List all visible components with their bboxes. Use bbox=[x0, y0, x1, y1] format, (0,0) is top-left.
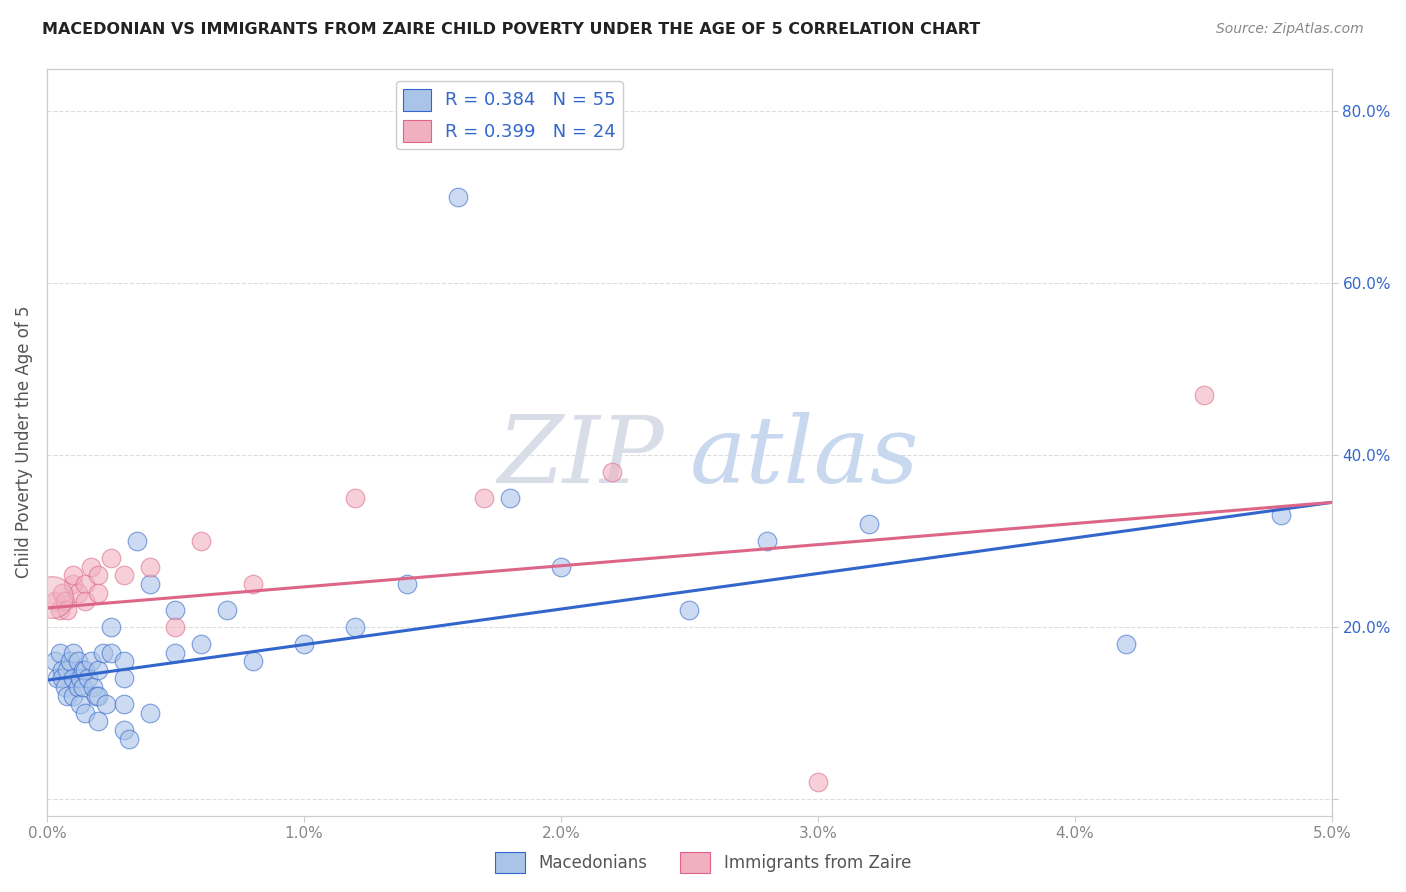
Point bbox=[87, 689, 110, 703]
Point bbox=[53, 680, 76, 694]
Point bbox=[75, 706, 97, 720]
Point bbox=[190, 534, 212, 549]
Point bbox=[56, 689, 79, 703]
Point bbox=[755, 534, 778, 549]
Point bbox=[62, 646, 84, 660]
Point bbox=[72, 680, 94, 694]
Point bbox=[858, 516, 880, 531]
Point bbox=[48, 603, 70, 617]
Text: Source: ZipAtlas.com: Source: ZipAtlas.com bbox=[1216, 22, 1364, 37]
Legend: R = 0.384   N = 55, R = 0.399   N = 24: R = 0.384 N = 55, R = 0.399 N = 24 bbox=[396, 81, 623, 149]
Point bbox=[498, 491, 520, 505]
Legend: Macedonians, Immigrants from Zaire: Macedonians, Immigrants from Zaire bbox=[488, 846, 918, 880]
Point bbox=[395, 577, 418, 591]
Point bbox=[56, 603, 79, 617]
Point bbox=[59, 654, 82, 668]
Point bbox=[112, 723, 135, 737]
Point bbox=[62, 689, 84, 703]
Point bbox=[77, 672, 100, 686]
Point bbox=[53, 594, 76, 608]
Point bbox=[165, 620, 187, 634]
Point bbox=[87, 585, 110, 599]
Point bbox=[118, 731, 141, 746]
Point bbox=[72, 663, 94, 677]
Point bbox=[66, 680, 89, 694]
Point bbox=[292, 637, 315, 651]
Point bbox=[112, 654, 135, 668]
Point bbox=[165, 646, 187, 660]
Point bbox=[75, 594, 97, 608]
Point bbox=[125, 534, 148, 549]
Point bbox=[190, 637, 212, 651]
Point bbox=[87, 568, 110, 582]
Y-axis label: Child Poverty Under the Age of 5: Child Poverty Under the Age of 5 bbox=[15, 306, 32, 578]
Point bbox=[112, 568, 135, 582]
Point bbox=[1115, 637, 1137, 651]
Point bbox=[46, 672, 69, 686]
Text: ZIP: ZIP bbox=[498, 412, 664, 502]
Point bbox=[69, 697, 91, 711]
Point bbox=[138, 706, 160, 720]
Point bbox=[215, 603, 238, 617]
Point bbox=[447, 190, 470, 204]
Point bbox=[138, 577, 160, 591]
Point bbox=[472, 491, 495, 505]
Point bbox=[550, 559, 572, 574]
Point bbox=[44, 594, 66, 608]
Point bbox=[79, 559, 101, 574]
Point bbox=[100, 620, 122, 634]
Point bbox=[807, 774, 830, 789]
Point bbox=[602, 465, 624, 479]
Text: MACEDONIAN VS IMMIGRANTS FROM ZAIRE CHILD POVERTY UNDER THE AGE OF 5 CORRELATION: MACEDONIAN VS IMMIGRANTS FROM ZAIRE CHIL… bbox=[42, 22, 980, 37]
Point bbox=[48, 646, 70, 660]
Point bbox=[344, 620, 367, 634]
Point bbox=[344, 491, 367, 505]
Point bbox=[100, 551, 122, 566]
Point bbox=[1270, 508, 1292, 523]
Point bbox=[51, 585, 73, 599]
Point bbox=[66, 654, 89, 668]
Point bbox=[112, 697, 135, 711]
Point bbox=[62, 568, 84, 582]
Point bbox=[51, 663, 73, 677]
Point bbox=[242, 654, 264, 668]
Point bbox=[94, 697, 117, 711]
Point bbox=[678, 603, 700, 617]
Point bbox=[51, 672, 73, 686]
Point bbox=[69, 672, 91, 686]
Point bbox=[87, 663, 110, 677]
Point bbox=[75, 663, 97, 677]
Point bbox=[62, 577, 84, 591]
Point bbox=[87, 714, 110, 729]
Point bbox=[100, 646, 122, 660]
Point bbox=[112, 672, 135, 686]
Point bbox=[93, 646, 115, 660]
Point bbox=[41, 590, 63, 604]
Point bbox=[75, 577, 97, 591]
Point bbox=[138, 559, 160, 574]
Point bbox=[66, 585, 89, 599]
Point bbox=[1192, 388, 1215, 402]
Point bbox=[62, 672, 84, 686]
Point bbox=[44, 654, 66, 668]
Point bbox=[84, 689, 107, 703]
Text: atlas: atlas bbox=[689, 412, 920, 502]
Point bbox=[82, 680, 104, 694]
Point bbox=[56, 663, 79, 677]
Point bbox=[165, 603, 187, 617]
Point bbox=[242, 577, 264, 591]
Point bbox=[79, 654, 101, 668]
